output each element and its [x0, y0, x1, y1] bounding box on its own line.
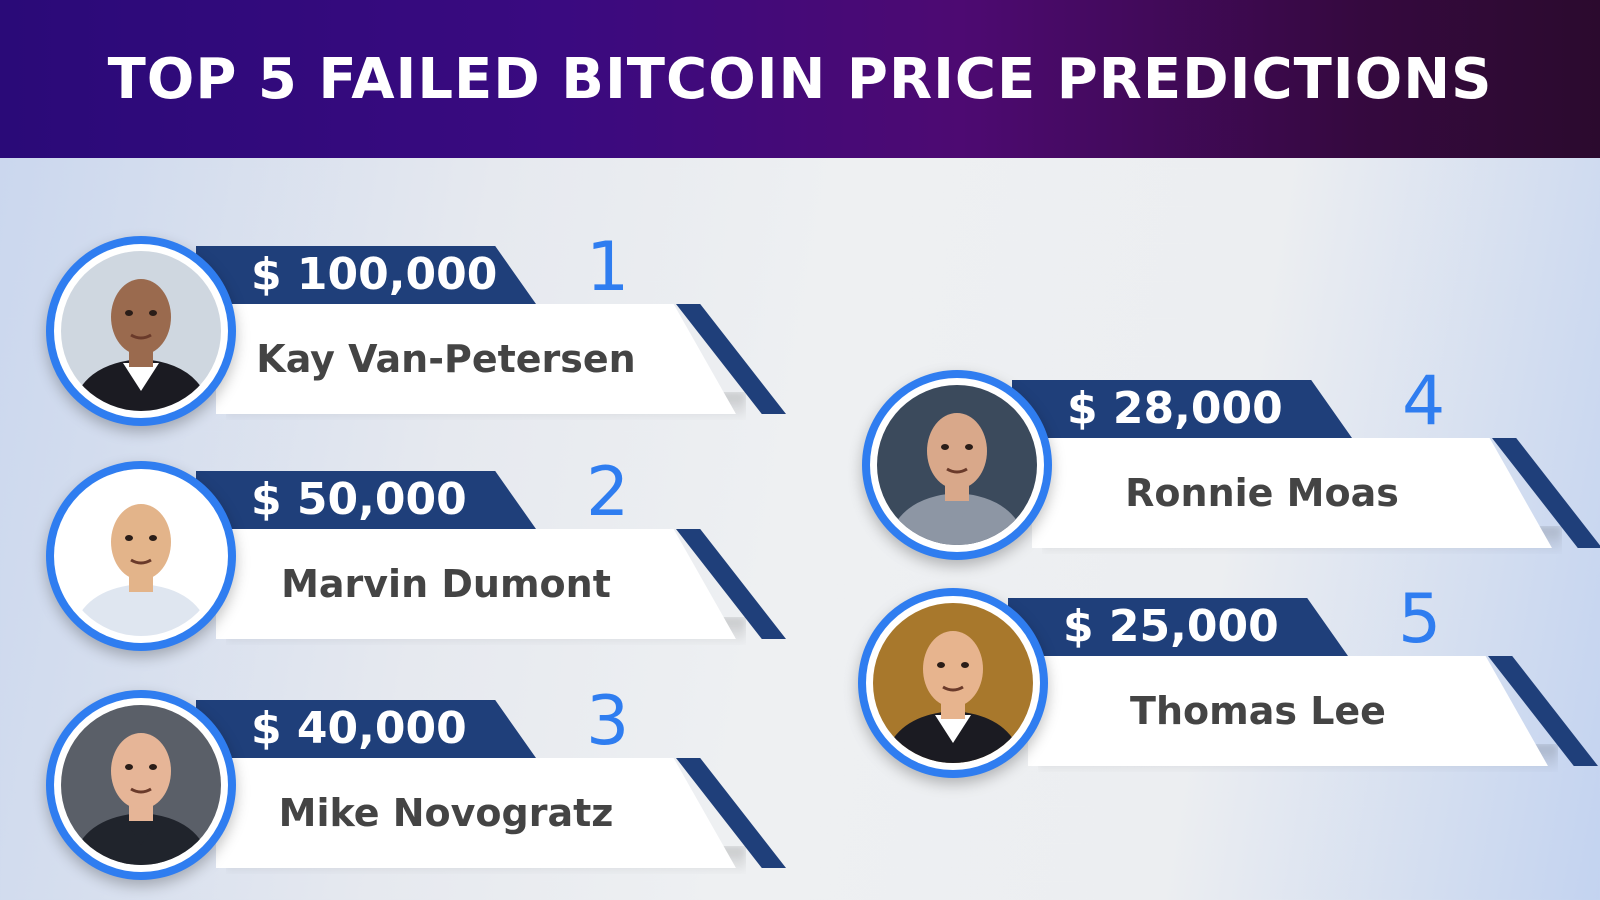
rank-number: 4	[1402, 362, 1446, 441]
name-bar	[216, 304, 736, 414]
prediction-card-5: $ 25,000 5 Thomas Lee	[858, 580, 1598, 784]
rank-number: 3	[586, 682, 630, 761]
price-bar	[1012, 380, 1352, 438]
person-photo	[61, 705, 221, 865]
person-name: Ronnie Moas	[1125, 471, 1399, 515]
person-photo	[61, 476, 221, 636]
prediction-card-2: $ 50,000 2 Marvin Dumont	[46, 453, 786, 657]
prediction-card-4: $ 28,000 4 Ronnie Moas	[862, 362, 1600, 566]
portrait-illustration	[61, 476, 221, 636]
avatar	[46, 236, 236, 426]
name-bar	[216, 758, 736, 868]
header-banner: TOP 5 FAILED BITCOIN PRICE PREDICTIONS	[0, 0, 1600, 158]
person-photo	[877, 385, 1037, 545]
price-bar	[196, 471, 536, 529]
portrait-illustration	[873, 603, 1033, 763]
rank-number: 5	[1398, 580, 1442, 659]
person-photo	[873, 603, 1033, 763]
prediction-card-1: $ 100,000 1 Kay Van-Petersen	[46, 228, 786, 432]
rank-number: 2	[586, 453, 630, 532]
price-label: $ 50,000	[251, 474, 467, 525]
page-title: TOP 5 FAILED BITCOIN PRICE PREDICTIONS	[107, 46, 1493, 112]
price-bar	[196, 246, 536, 304]
person-name: Kay Van-Petersen	[256, 337, 636, 381]
name-bar	[1032, 438, 1552, 548]
avatar	[46, 461, 236, 651]
price-label: $ 40,000	[251, 703, 467, 754]
avatar	[858, 588, 1048, 778]
price-label: $ 25,000	[1063, 601, 1279, 652]
portrait-illustration	[61, 251, 221, 411]
avatar	[862, 370, 1052, 560]
person-name: Thomas Lee	[1130, 689, 1386, 733]
portrait-illustration	[877, 385, 1037, 545]
portrait-illustration	[61, 705, 221, 865]
price-label: $ 100,000	[251, 249, 498, 300]
person-name: Mike Novogratz	[278, 791, 614, 835]
avatar	[46, 690, 236, 880]
name-bar	[1028, 656, 1548, 766]
name-bar	[216, 529, 736, 639]
price-bar	[196, 700, 536, 758]
rank-number: 1	[586, 228, 630, 307]
person-name: Marvin Dumont	[281, 562, 611, 606]
prediction-card-3: $ 40,000 3 Mike Novogratz	[46, 682, 786, 886]
price-bar	[1008, 598, 1348, 656]
person-photo	[61, 251, 221, 411]
price-label: $ 28,000	[1067, 383, 1283, 434]
